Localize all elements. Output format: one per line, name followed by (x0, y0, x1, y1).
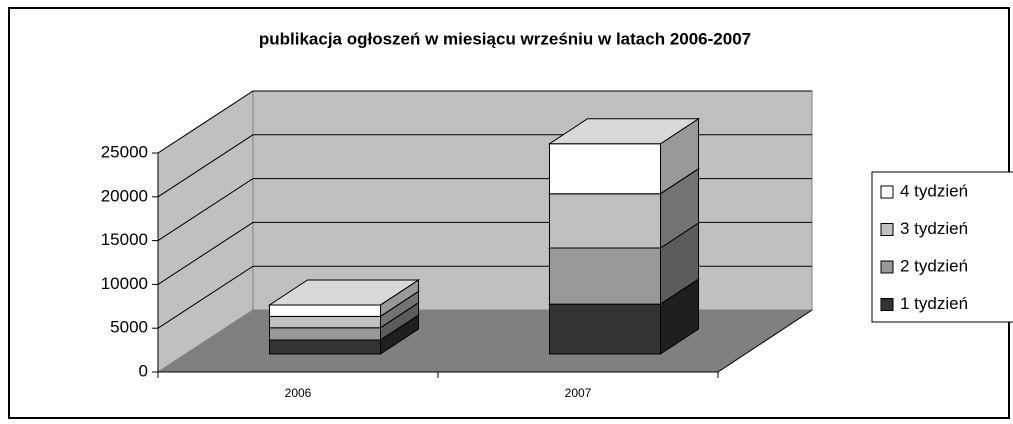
legend-swatch (880, 298, 894, 311)
bar-segment (267, 279, 421, 318)
y-tick-label: 25000 (101, 142, 148, 161)
bar-front (549, 143, 661, 195)
grid-line (157, 90, 812, 154)
bar-front (269, 327, 381, 341)
legend-swatch (880, 260, 894, 274)
bar-top (267, 279, 421, 306)
legend-label: 2 tydzień (900, 256, 968, 275)
bar-front (269, 304, 381, 317)
y-tick-label: 10000 (101, 274, 148, 293)
bar-segment (547, 117, 701, 195)
bar-front (549, 247, 661, 305)
floor (156, 309, 814, 373)
x-tick-label: 2006 (285, 386, 312, 400)
legend-box (871, 171, 1013, 323)
legend-swatch (880, 223, 894, 236)
floor-edge (717, 309, 813, 373)
bar-front (269, 339, 381, 355)
legend-label: 1 tydzień (900, 294, 968, 313)
back-wall (252, 90, 813, 311)
bar-front (549, 303, 661, 355)
legend-label: 3 tydzień (900, 219, 968, 238)
chart-title: publikacja ogłoszeń w miesiącu wrześniu … (259, 29, 751, 48)
legend-swatch (880, 185, 894, 199)
y-tick-label: 20000 (101, 186, 148, 205)
y-tick-label: 0 (139, 361, 148, 380)
y-tick-label: 5000 (110, 318, 148, 337)
legend-label: 4 tydzień (900, 181, 968, 200)
x-tick-label: 2007 (565, 386, 592, 400)
bar-top (547, 118, 701, 145)
bar-front (269, 315, 381, 329)
bar-front (549, 193, 661, 249)
y-tick-label: 15000 (101, 230, 148, 249)
